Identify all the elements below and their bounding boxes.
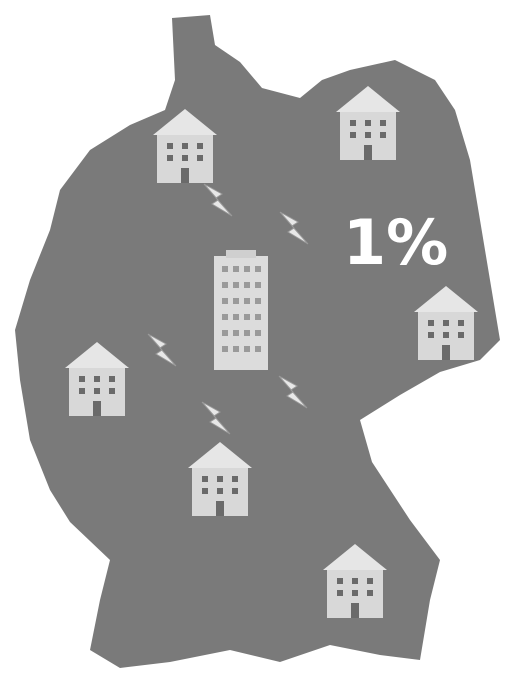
percent-label: 1%	[343, 206, 448, 279]
tall-building	[214, 250, 268, 370]
